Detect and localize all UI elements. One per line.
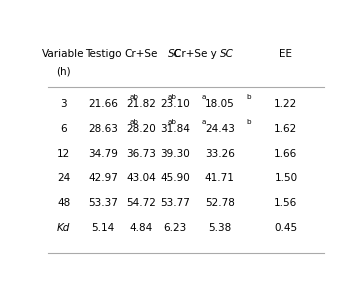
Text: Cr+Se: Cr+Se xyxy=(125,49,158,59)
Text: 31.84: 31.84 xyxy=(160,124,190,134)
Text: 53.77: 53.77 xyxy=(160,198,190,208)
Text: 28.20: 28.20 xyxy=(126,124,156,134)
Text: ab: ab xyxy=(130,94,139,100)
Text: 43.04: 43.04 xyxy=(126,173,156,183)
Text: Variable: Variable xyxy=(42,49,85,59)
Text: 39.30: 39.30 xyxy=(160,149,190,159)
Text: 1.50: 1.50 xyxy=(274,173,297,183)
Text: a: a xyxy=(202,119,207,125)
Text: 12: 12 xyxy=(57,149,70,159)
Text: 21.66: 21.66 xyxy=(88,100,118,109)
Text: ab: ab xyxy=(168,119,177,125)
Text: EE: EE xyxy=(280,49,293,59)
Text: SC: SC xyxy=(168,49,182,59)
Text: 0.45: 0.45 xyxy=(274,223,297,233)
Text: 6: 6 xyxy=(60,124,67,134)
Text: 48: 48 xyxy=(57,198,70,208)
Text: 21.82: 21.82 xyxy=(126,100,156,109)
Text: Kd: Kd xyxy=(57,223,70,233)
Text: (h): (h) xyxy=(56,67,71,77)
Text: 23.10: 23.10 xyxy=(160,100,190,109)
Text: 45.90: 45.90 xyxy=(160,173,190,183)
Text: 33.26: 33.26 xyxy=(205,149,235,159)
Text: Cr+Se y: Cr+Se y xyxy=(174,49,220,59)
Text: ab: ab xyxy=(168,94,177,100)
Text: 5.14: 5.14 xyxy=(91,223,115,233)
Text: 24.43: 24.43 xyxy=(205,124,235,134)
Text: 1.56: 1.56 xyxy=(274,198,298,208)
Text: 3: 3 xyxy=(60,100,67,109)
Text: Testigo: Testigo xyxy=(85,49,121,59)
Text: 1.22: 1.22 xyxy=(274,100,298,109)
Text: 28.63: 28.63 xyxy=(88,124,118,134)
Text: 1.62: 1.62 xyxy=(274,124,298,134)
Text: 42.97: 42.97 xyxy=(88,173,118,183)
Text: a: a xyxy=(202,94,207,100)
Text: b: b xyxy=(246,119,251,125)
Text: 6.23: 6.23 xyxy=(164,223,187,233)
Text: 4.84: 4.84 xyxy=(129,223,153,233)
Text: 5.38: 5.38 xyxy=(208,223,232,233)
Text: 36.73: 36.73 xyxy=(126,149,156,159)
Text: ab: ab xyxy=(130,119,139,125)
Text: 18.05: 18.05 xyxy=(205,100,234,109)
Text: 52.78: 52.78 xyxy=(205,198,235,208)
Text: 1.66: 1.66 xyxy=(274,149,298,159)
Text: 53.37: 53.37 xyxy=(88,198,118,208)
Text: 34.79: 34.79 xyxy=(88,149,118,159)
Text: b: b xyxy=(246,94,251,100)
Text: SC: SC xyxy=(220,49,234,59)
Text: 54.72: 54.72 xyxy=(126,198,156,208)
Text: 24: 24 xyxy=(57,173,70,183)
Text: 41.71: 41.71 xyxy=(205,173,235,183)
